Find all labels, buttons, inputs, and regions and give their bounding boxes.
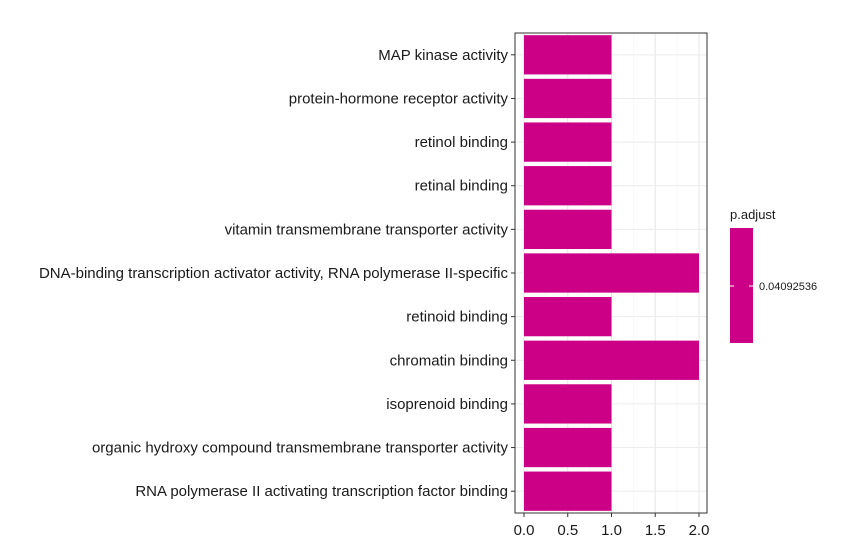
bar <box>524 78 612 119</box>
legend-value-label: 0.04092536 <box>759 281 817 293</box>
category-label: MAP kinase activity <box>378 47 508 64</box>
bar <box>524 166 612 206</box>
x-axis: 0.0 0.5 1.0 1.5 2.0 <box>514 513 710 539</box>
bar <box>524 297 612 337</box>
category-label: retinol binding <box>415 134 508 151</box>
x-tick-label: 2.0 <box>689 522 710 539</box>
bar <box>524 471 612 511</box>
bar <box>524 122 612 162</box>
category-axis: MAP kinase activity protein-hormone recep… <box>39 47 515 500</box>
bar <box>524 384 612 424</box>
category-label: RNA polymerase II activating transcripti… <box>135 483 508 500</box>
x-tick-label: 1.5 <box>645 522 666 539</box>
bar <box>524 35 612 75</box>
legend-colorbar <box>730 228 753 343</box>
category-label: organic hydroxy compound transmembrane t… <box>92 440 509 457</box>
category-label: retinoid binding <box>406 309 508 326</box>
x-tick-label: 0.5 <box>557 522 578 539</box>
category-label: retinal binding <box>415 178 508 195</box>
bar <box>524 427 612 468</box>
x-tick-label: 1.0 <box>601 522 622 539</box>
category-label: isoprenoid binding <box>386 396 508 413</box>
category-label: chromatin binding <box>390 352 508 369</box>
x-tick-label: 0.0 <box>514 522 535 539</box>
category-label: DNA-binding transcription activator acti… <box>39 265 509 282</box>
bar <box>524 340 699 380</box>
bar <box>524 209 612 249</box>
category-label: vitamin transmembrane transporter activi… <box>225 221 509 238</box>
legend-title: p.adjust <box>730 207 776 222</box>
bar <box>524 253 699 293</box>
bars <box>524 35 699 511</box>
legend: p.adjust 0.04092536 <box>730 207 817 343</box>
category-label: protein-hormone receptor activity <box>289 90 509 107</box>
